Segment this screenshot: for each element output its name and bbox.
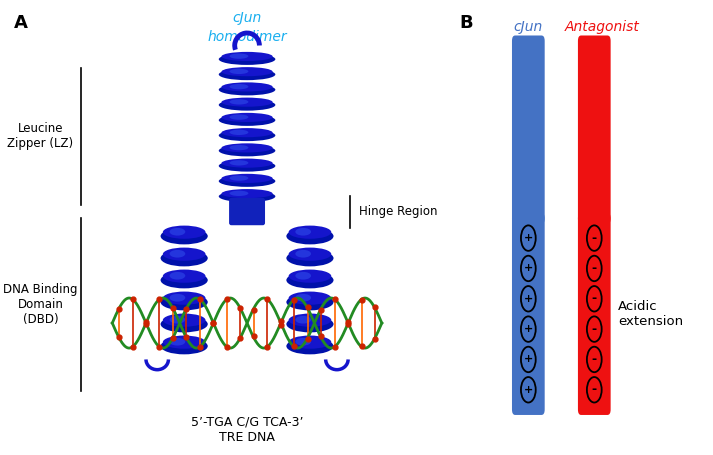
Ellipse shape <box>295 272 311 279</box>
Ellipse shape <box>219 115 275 126</box>
Ellipse shape <box>230 99 248 105</box>
Ellipse shape <box>287 316 334 332</box>
Ellipse shape <box>222 67 272 76</box>
Text: 5’-TGA C/G TCA-3’
TRE DNA: 5’-TGA C/G TCA-3’ TRE DNA <box>191 416 303 444</box>
Ellipse shape <box>222 128 272 137</box>
Ellipse shape <box>289 292 332 305</box>
Text: +: + <box>524 233 533 243</box>
Text: +: + <box>524 324 533 334</box>
Ellipse shape <box>222 159 272 168</box>
Ellipse shape <box>230 160 248 166</box>
Ellipse shape <box>163 269 205 283</box>
Ellipse shape <box>222 189 272 198</box>
Ellipse shape <box>219 191 275 202</box>
Ellipse shape <box>230 145 248 150</box>
Ellipse shape <box>289 248 332 261</box>
Text: B: B <box>460 14 473 32</box>
Ellipse shape <box>219 69 275 80</box>
Ellipse shape <box>160 338 207 354</box>
Ellipse shape <box>163 226 205 239</box>
Ellipse shape <box>160 228 207 244</box>
Ellipse shape <box>170 294 185 302</box>
Ellipse shape <box>230 69 248 74</box>
Text: -: - <box>592 383 597 396</box>
Ellipse shape <box>287 294 334 310</box>
Ellipse shape <box>219 54 275 65</box>
Ellipse shape <box>230 130 248 135</box>
Ellipse shape <box>222 113 272 122</box>
Text: -: - <box>592 323 597 336</box>
Ellipse shape <box>289 335 332 349</box>
FancyBboxPatch shape <box>578 35 610 224</box>
Ellipse shape <box>230 84 248 89</box>
Text: DNA Binding
Domain
(DBD): DNA Binding Domain (DBD) <box>3 283 78 326</box>
Ellipse shape <box>222 82 272 91</box>
Ellipse shape <box>170 228 185 236</box>
Text: +: + <box>524 385 533 395</box>
Ellipse shape <box>287 272 334 288</box>
Ellipse shape <box>287 338 334 354</box>
Text: +: + <box>524 294 533 304</box>
Ellipse shape <box>160 250 207 266</box>
Text: -: - <box>592 232 597 245</box>
Ellipse shape <box>289 313 332 327</box>
Ellipse shape <box>219 99 275 111</box>
Ellipse shape <box>230 115 248 120</box>
Ellipse shape <box>160 316 207 332</box>
FancyBboxPatch shape <box>578 213 610 415</box>
Text: -: - <box>592 353 597 366</box>
Ellipse shape <box>222 174 272 183</box>
Ellipse shape <box>222 98 272 107</box>
Text: Antagonist: Antagonist <box>565 20 640 35</box>
Text: Hinge Region: Hinge Region <box>359 205 438 218</box>
Ellipse shape <box>222 143 272 152</box>
Ellipse shape <box>219 160 275 172</box>
Text: cJun: cJun <box>513 20 543 35</box>
Ellipse shape <box>160 272 207 288</box>
Ellipse shape <box>219 145 275 157</box>
Ellipse shape <box>170 338 185 345</box>
Text: homodimer: homodimer <box>207 30 287 44</box>
Text: Leucine
Zipper (LZ): Leucine Zipper (LZ) <box>7 122 73 151</box>
Ellipse shape <box>163 292 205 305</box>
Ellipse shape <box>289 269 332 283</box>
Text: Acidic
extension: Acidic extension <box>618 300 683 328</box>
Text: A: A <box>14 14 27 32</box>
Text: +: + <box>524 263 533 273</box>
Text: -: - <box>592 262 597 275</box>
Ellipse shape <box>160 294 207 310</box>
FancyBboxPatch shape <box>512 213 545 415</box>
Ellipse shape <box>219 130 275 141</box>
Text: -: - <box>592 292 597 305</box>
Ellipse shape <box>295 316 311 324</box>
Ellipse shape <box>287 228 334 244</box>
Ellipse shape <box>289 226 332 239</box>
Ellipse shape <box>163 313 205 327</box>
Ellipse shape <box>170 316 185 324</box>
Text: cJun: cJun <box>232 11 262 25</box>
Ellipse shape <box>219 84 275 96</box>
Ellipse shape <box>287 250 334 266</box>
Ellipse shape <box>222 52 272 61</box>
Ellipse shape <box>170 272 185 279</box>
Ellipse shape <box>295 294 311 302</box>
Ellipse shape <box>230 54 248 59</box>
FancyBboxPatch shape <box>229 198 265 225</box>
Text: +: + <box>524 354 533 364</box>
Ellipse shape <box>295 228 311 236</box>
Ellipse shape <box>170 250 185 258</box>
Ellipse shape <box>230 176 248 181</box>
Ellipse shape <box>219 176 275 187</box>
Ellipse shape <box>163 335 205 349</box>
Ellipse shape <box>163 248 205 261</box>
Ellipse shape <box>295 250 311 258</box>
FancyBboxPatch shape <box>512 35 545 224</box>
Ellipse shape <box>230 191 248 196</box>
Ellipse shape <box>295 338 311 345</box>
